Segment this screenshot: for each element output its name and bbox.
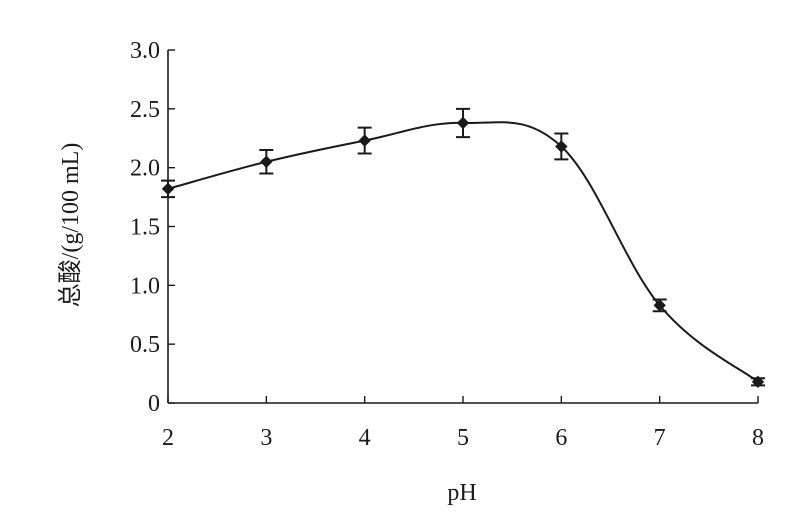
data-point-marker [653,299,666,312]
data-point-marker [260,155,273,168]
y-tick-label: 1.5 [130,215,160,241]
data-point-marker [358,134,371,147]
y-tick-label: 1.0 [130,273,160,299]
x-tick-label: 3 [260,425,272,451]
data-point-marker [555,140,568,153]
x-tick-label: 2 [162,425,174,451]
x-tick-label: 4 [359,425,371,451]
x-tick-label: 6 [555,425,567,451]
y-tick-label: 3.0 [130,38,160,64]
marks [161,107,765,389]
series-line [167,121,759,383]
data-point-marker [751,375,765,389]
x-axis-title: pH [447,480,476,506]
y-axis-title: 总酸/(g/100 mL) [57,143,84,308]
axes: 0 0.5 1.0 1.5 2.0 2.5 3.0 2 3 4 5 6 7 8 [130,38,764,451]
x-tick-label: 7 [654,425,666,451]
data-point-marker [161,182,175,196]
y-tick-label: 0 [148,391,160,417]
curve-layer [167,121,759,383]
x-tick-label: 5 [457,425,469,451]
y-tick-label: 2.0 [130,156,160,182]
data-point-marker [456,116,470,130]
y-tick-label: 0.5 [130,332,160,358]
x-tick-label: 8 [752,425,764,451]
y-tick-label: 2.5 [130,97,160,123]
